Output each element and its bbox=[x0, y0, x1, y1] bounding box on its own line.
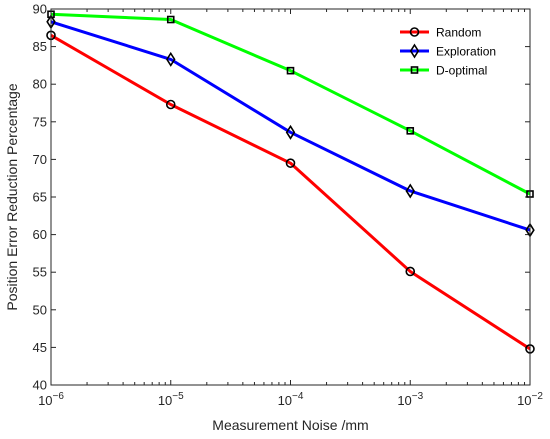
data-point-square bbox=[406, 127, 415, 135]
x-tick-label: 10−5 bbox=[158, 391, 184, 408]
legend-label: Random bbox=[436, 26, 481, 40]
y-tick-label: 55 bbox=[33, 265, 47, 280]
x-tick-label-exponent: −4 bbox=[292, 391, 304, 402]
series-line bbox=[50, 12, 531, 196]
y-axis-title: Position Error Reduction Percentage bbox=[4, 83, 20, 310]
legend: Random Exploration D-optimal bbox=[394, 21, 521, 82]
data-point-circle bbox=[165, 99, 176, 110]
y-tick-label: 80 bbox=[33, 77, 47, 92]
x-tick-label-exponent: −6 bbox=[53, 391, 65, 402]
x-tick-label-base: 10 bbox=[158, 393, 172, 408]
legend-label: Exploration bbox=[436, 45, 496, 59]
data-point-square bbox=[410, 66, 419, 74]
x-tick-label-base: 10 bbox=[38, 393, 52, 408]
legend-entry: D-optimal bbox=[400, 64, 487, 78]
legend-entry: Random bbox=[400, 26, 481, 40]
x-tick-label-exponent: −2 bbox=[532, 391, 544, 402]
x-tick-label-base: 10 bbox=[278, 393, 292, 408]
legend-label: D-optimal bbox=[436, 64, 487, 78]
x-tick-label-exponent: −5 bbox=[172, 391, 184, 402]
series-line bbox=[50, 34, 531, 351]
data-point-circle bbox=[285, 158, 296, 168]
y-tick-label: 75 bbox=[33, 114, 47, 129]
y-tick-label: 45 bbox=[33, 340, 47, 355]
plot-frame bbox=[50, 8, 531, 386]
y-tick-label: 40 bbox=[33, 378, 47, 393]
data-point-diamond bbox=[285, 124, 296, 140]
series-line bbox=[50, 20, 531, 232]
data-point-diamond bbox=[166, 51, 176, 67]
y-tick-label: 70 bbox=[33, 152, 47, 167]
y-tick-label: 85 bbox=[33, 39, 47, 54]
x-axis-title: Measurement Noise /mm bbox=[212, 417, 368, 433]
data-point-diamond bbox=[405, 183, 415, 199]
y-tick-label: 90 bbox=[33, 2, 47, 17]
x-tick-label-exponent: −3 bbox=[412, 391, 424, 402]
y-tick-label: 50 bbox=[33, 302, 47, 317]
data-point-square bbox=[286, 66, 295, 75]
data-point-square bbox=[166, 15, 175, 24]
data-point-circle bbox=[409, 27, 420, 37]
x-tick-label-base: 10 bbox=[397, 393, 411, 408]
x-tick-label: 10−4 bbox=[278, 391, 304, 408]
y-tick-label: 65 bbox=[33, 190, 47, 205]
data-point-diamond bbox=[409, 43, 420, 59]
x-tick-label: 10−3 bbox=[397, 391, 423, 408]
x-tick-label: 10−6 bbox=[38, 391, 64, 408]
legend-entry: Exploration bbox=[400, 43, 496, 59]
data-point-circle bbox=[405, 266, 416, 277]
x-tick-label: 10−2 bbox=[517, 391, 543, 408]
y-tick-label: 60 bbox=[33, 227, 47, 242]
x-tick-label-base: 10 bbox=[517, 393, 531, 408]
